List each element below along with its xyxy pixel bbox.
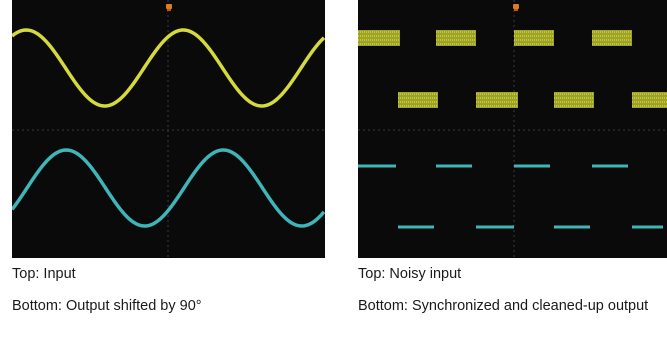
noisy-pulse	[476, 92, 518, 108]
noisy-pulse	[554, 92, 594, 108]
clean-output-trace	[358, 164, 663, 229]
scope-display	[12, 0, 325, 258]
noisy-pulse	[398, 92, 438, 108]
noisy-pulse	[632, 92, 667, 108]
graticule	[358, 0, 667, 258]
oscilloscope-screen	[12, 0, 325, 258]
noisy-pulse	[358, 30, 400, 46]
top-caption: Top: Noisy input	[358, 266, 462, 282]
noisy-pulse	[514, 30, 554, 46]
noisy-pulse	[436, 30, 476, 46]
trigger-marker-icon	[513, 4, 519, 11]
bottom-caption: Bottom: Synchronized and cleaned-up outp…	[358, 298, 649, 314]
input-sine-trace	[12, 28, 325, 108]
noisy-pulse	[592, 30, 632, 46]
bottom-caption: Bottom: Output shifted by 90°	[12, 298, 202, 314]
trigger-marker-icon	[166, 4, 172, 11]
top-caption: Top: Input	[12, 266, 76, 282]
oscilloscope-screen	[358, 0, 667, 258]
noisy-input-trace	[358, 30, 667, 108]
scope-display	[358, 0, 667, 258]
graticule	[12, 0, 325, 258]
output-sine-trace	[12, 148, 325, 228]
